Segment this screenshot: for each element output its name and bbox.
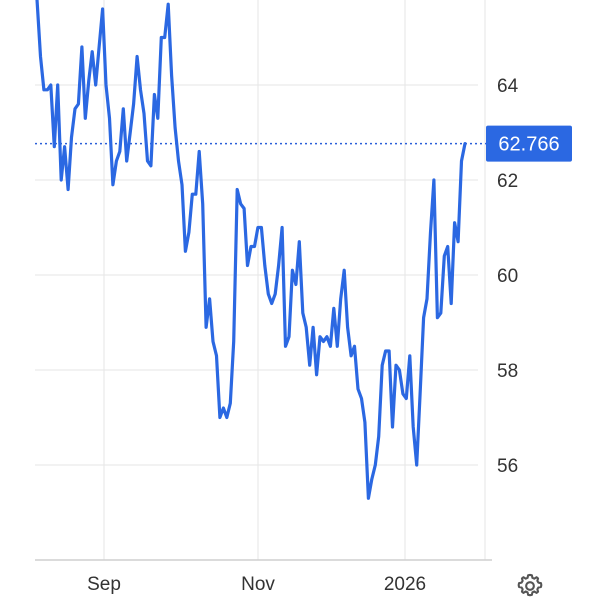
y-axis-ticks: 56 58 60 62 64 <box>497 76 519 477</box>
last-value-label: 62.766 <box>498 134 559 156</box>
gear-icon[interactable] <box>516 572 544 600</box>
y-tick-label: 58 <box>497 361 518 382</box>
last-value-badge: 62.766 <box>486 125 572 162</box>
price-series-line <box>35 0 467 500</box>
y-tick-label: 62 <box>497 171 518 192</box>
last-value-badge-bg <box>486 125 572 162</box>
grid-lines <box>35 0 486 560</box>
y-tick-label: 56 <box>497 456 518 477</box>
y-tick-label: 64 <box>497 76 519 97</box>
x-tick-label: Nov <box>241 574 275 595</box>
x-tick-label: Sep <box>87 574 121 595</box>
y-tick-label: 60 <box>497 266 518 287</box>
x-axis-ticks: Sep Nov 2026 <box>87 574 426 595</box>
x-tick-label: 2026 <box>384 574 426 595</box>
